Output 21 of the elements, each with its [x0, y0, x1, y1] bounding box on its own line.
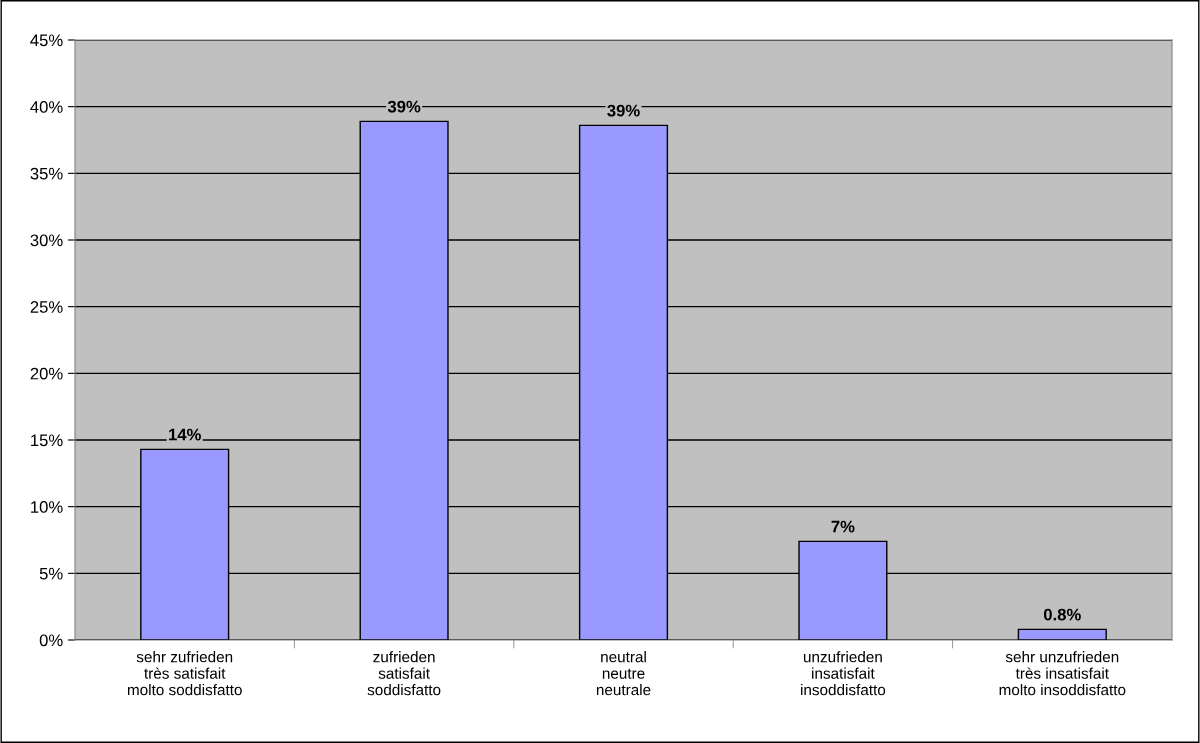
y-tick-label: 20% [30, 367, 63, 380]
y-tick-label: 35% [30, 167, 63, 180]
y-tick-label: 15% [31, 434, 63, 447]
y-tick-label: 5% [39, 567, 63, 580]
bar [1017, 628, 1107, 640]
y-tick-label: 25% [30, 301, 63, 313]
y-tick-label: 0% [39, 634, 63, 647]
x-tick-label: sehr unzufrieden très insatisfait molto insoddisfatto [999, 651, 1126, 696]
data-label: 7% [831, 520, 855, 533]
x-tick-label: sehr zufrieden très satisfait molto soddisfatto [127, 651, 242, 696]
data-label: 14% [169, 428, 201, 441]
y-tick-label: 40% [30, 101, 63, 113]
data-label: 39% [607, 104, 640, 117]
data-label: 0.8% [1043, 608, 1081, 621]
x-tick-label: neutral neutre neutrale [596, 651, 651, 696]
x-tick-label: unzufrieden insatisfait insoddisfatto [801, 651, 886, 696]
x-tick-label: zufrieden satisfait soddisfatto [367, 651, 441, 696]
y-tick-label: 45% [30, 34, 63, 47]
y-tick-label: 30% [30, 234, 63, 247]
data-label: 39% [387, 100, 421, 113]
y-tick-label: 10% [31, 501, 63, 513]
